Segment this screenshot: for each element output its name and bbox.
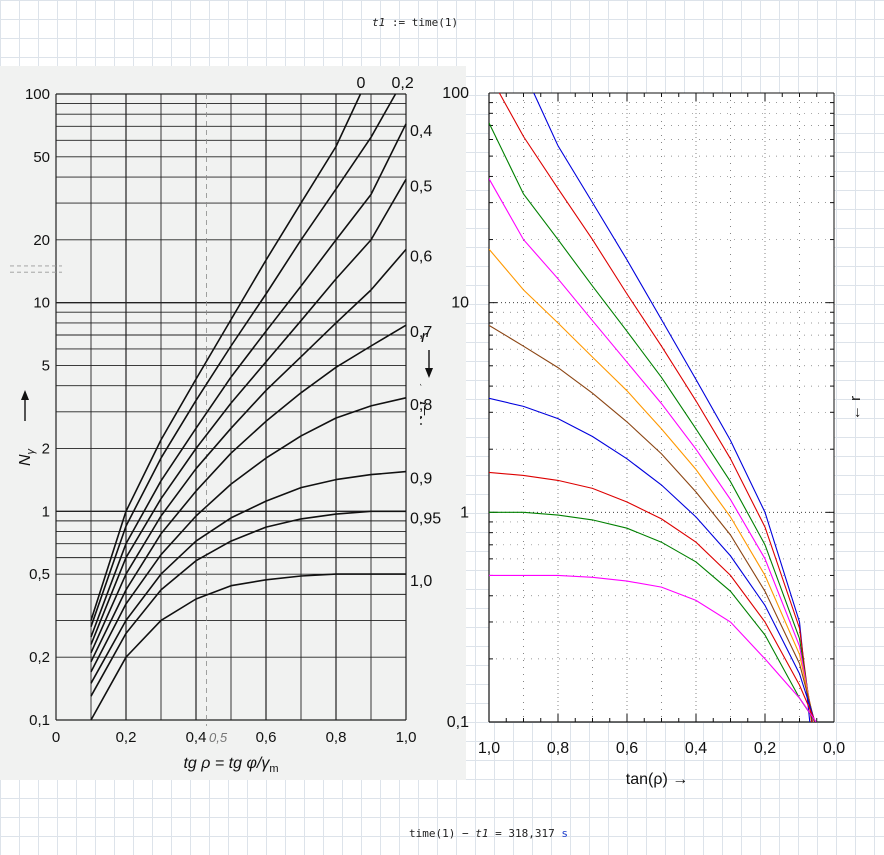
formula-expr: time(1) [411,16,459,29]
plot-background [489,93,834,722]
scan-x-tick-label: 0,8 [326,729,347,746]
scan-y-tick-label: 100 [25,86,50,103]
scan-y-tick-label: 0,1 [29,712,50,729]
scan-series-label: 0,7 [410,324,432,341]
formula-minus: − [461,827,469,840]
scanned-reference-chart: 0 0,20,40,50,60,70,80,90,951,00,10,20,512… [0,66,466,780]
scan-series-label: 0,95 [410,510,441,527]
plot-series-line-6 [489,397,816,722]
plot-series-line-7 [489,471,816,722]
plot-series-line-9 [489,574,817,722]
scan-series-label: 1,0 [410,573,432,590]
plot-y-tick-label: 1 [460,504,469,521]
plot-series-line-1 [498,93,813,722]
plot-series-line-3 [489,178,814,722]
scan-series-label: 0,4 [410,123,432,140]
scan-y-tick-label: 2 [42,441,50,458]
plot-y-tick-label: 100 [442,85,469,102]
plot-right-axis-title: ← r [847,396,864,420]
scan-series-label: 0,9 [410,471,432,488]
scan-series-label: 0,5 [410,178,432,195]
plot-x-tick-label: 0,2 [754,740,776,757]
formula-assign: := [391,16,406,29]
plot-series-line-0 [533,93,811,722]
plot-x-tick-label: 1,0 [478,740,500,757]
scan-x-tick-label: 0,4 [186,729,207,746]
scan-series-line-7 [90,470,407,684]
scan-background [0,66,466,780]
scan-y-tick-label: 1 [42,503,50,520]
computed-chart: 0,1 1 10 100 1,0 0,8 0,6 0,4 0,2 0,0 tan(ρ) → N_γ →… [420,85,864,788]
scan-y-axis-arrowhead [21,390,29,400]
scan-y-tick-label: 50 [33,149,50,166]
plot-series-line-8 [489,511,817,722]
plot-x-tick-label: 0,8 [547,740,569,757]
scan-series-line-0 [90,93,362,621]
plot-series-line-4 [489,248,815,722]
scan-y-tick-label: 20 [33,232,50,249]
plot-series-line-2 [489,122,814,722]
scan-series-line-1 [90,93,397,627]
formula-elapsed-time[interactable]: time(1) − t1 = 318,317 s [409,827,568,840]
scan-x-tick-label: 1,0 [396,729,417,746]
plot-y-tick-label: 0,1 [447,714,469,731]
formula-unit: s [561,827,568,840]
scan-series-line-8 [90,510,406,697]
scan-series-line-5 [90,324,407,663]
plot-x-tick-label: 0,0 [823,740,845,757]
plot-x-tick-label: 0,6 [616,740,638,757]
formula-var: t1 [475,827,489,840]
scan-x-axis-title: tg ρ = tg φ/γm [183,755,278,775]
scan-r-label: r [421,327,428,346]
scan-series-label: 0,6 [410,248,432,265]
formula-start-timer[interactable]: t1 := time(1) [372,16,458,29]
scan-y-tick-label: 0,2 [29,649,50,666]
scan-handwritten-note: 0,5 [209,730,228,745]
scan-series-line-4 [90,248,407,654]
formula-fn: time(1) [409,827,456,840]
scan-x-tick-label: 0,2 [116,729,137,746]
scan-y-axis-title: Nγ [17,447,37,466]
formula-equals: = [495,827,502,840]
scan-series-line-3 [90,178,407,645]
scan-r-arrowhead [425,368,433,378]
scan-x-tick-label: 0 [52,729,60,746]
scan-series-label: 0 [357,75,366,92]
scan-x-tick-label: 0,6 [256,729,277,746]
plot-y-axis-title: N_γ → [420,380,426,426]
scan-series-label: 0,2 [392,75,414,92]
scan-series-line-9 [90,573,406,721]
formula-result: 318,317 [508,827,555,840]
scan-series-line-6 [90,397,407,673]
scan-y-tick-label: 10 [33,295,50,312]
scan-series-line-2 [90,123,407,638]
plot-y-tick-label: 10 [451,295,469,312]
plot-x-tick-label: 0,4 [685,740,707,757]
scan-y-tick-label: 0,5 [29,566,50,583]
plot-x-axis-title: tan(ρ) → [626,771,688,788]
scan-series-label: 0,8 [410,397,432,414]
scan-y-tick-label: 5 [42,357,50,374]
plot-series-line-5 [489,324,816,722]
formula-var: t1 [372,16,386,29]
